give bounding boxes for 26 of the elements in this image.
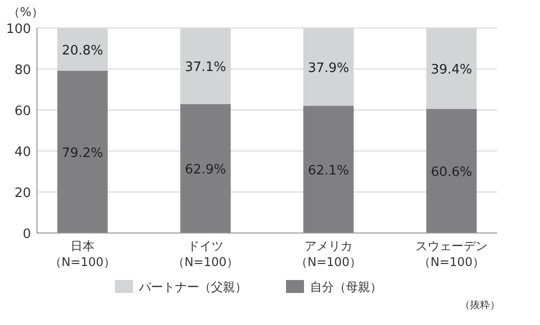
data-label: 60.6% — [430, 164, 472, 180]
data-label: 39.4% — [430, 62, 472, 78]
x-tick-label: ドイツ（N=100） — [172, 239, 238, 269]
y-axis-title: （%） — [8, 5, 44, 19]
legend-label: パートナー（父親） — [138, 280, 247, 294]
data-label: 37.1% — [184, 60, 226, 76]
x-tick-label: スウェーデン（N=100） — [415, 239, 488, 269]
text: （抜粋） — [460, 299, 500, 311]
y-tick-label: 100 — [6, 22, 31, 37]
bar — [57, 70, 108, 233]
y-tick-label: 60 — [14, 104, 31, 119]
x-tick-label: アメリカ（N=100） — [296, 239, 362, 269]
data-label: 79.2% — [62, 146, 104, 161]
y-tick-label: 80 — [14, 63, 31, 78]
data-label: 62.1% — [308, 163, 350, 178]
data-label: 20.8% — [62, 43, 104, 58]
bar — [426, 108, 477, 233]
bar — [180, 104, 231, 233]
y-tick-label: 40 — [14, 145, 31, 160]
legend-label: 自分（母親） — [310, 280, 382, 294]
data-label: 37.9% — [308, 60, 350, 76]
x-tick-label: 日本（N=100） — [50, 239, 116, 269]
y-tick-label: 0 — [22, 227, 31, 242]
data-label: 62.9% — [184, 162, 226, 178]
y-tick-label: 20 — [14, 186, 31, 201]
bar — [303, 106, 354, 233]
